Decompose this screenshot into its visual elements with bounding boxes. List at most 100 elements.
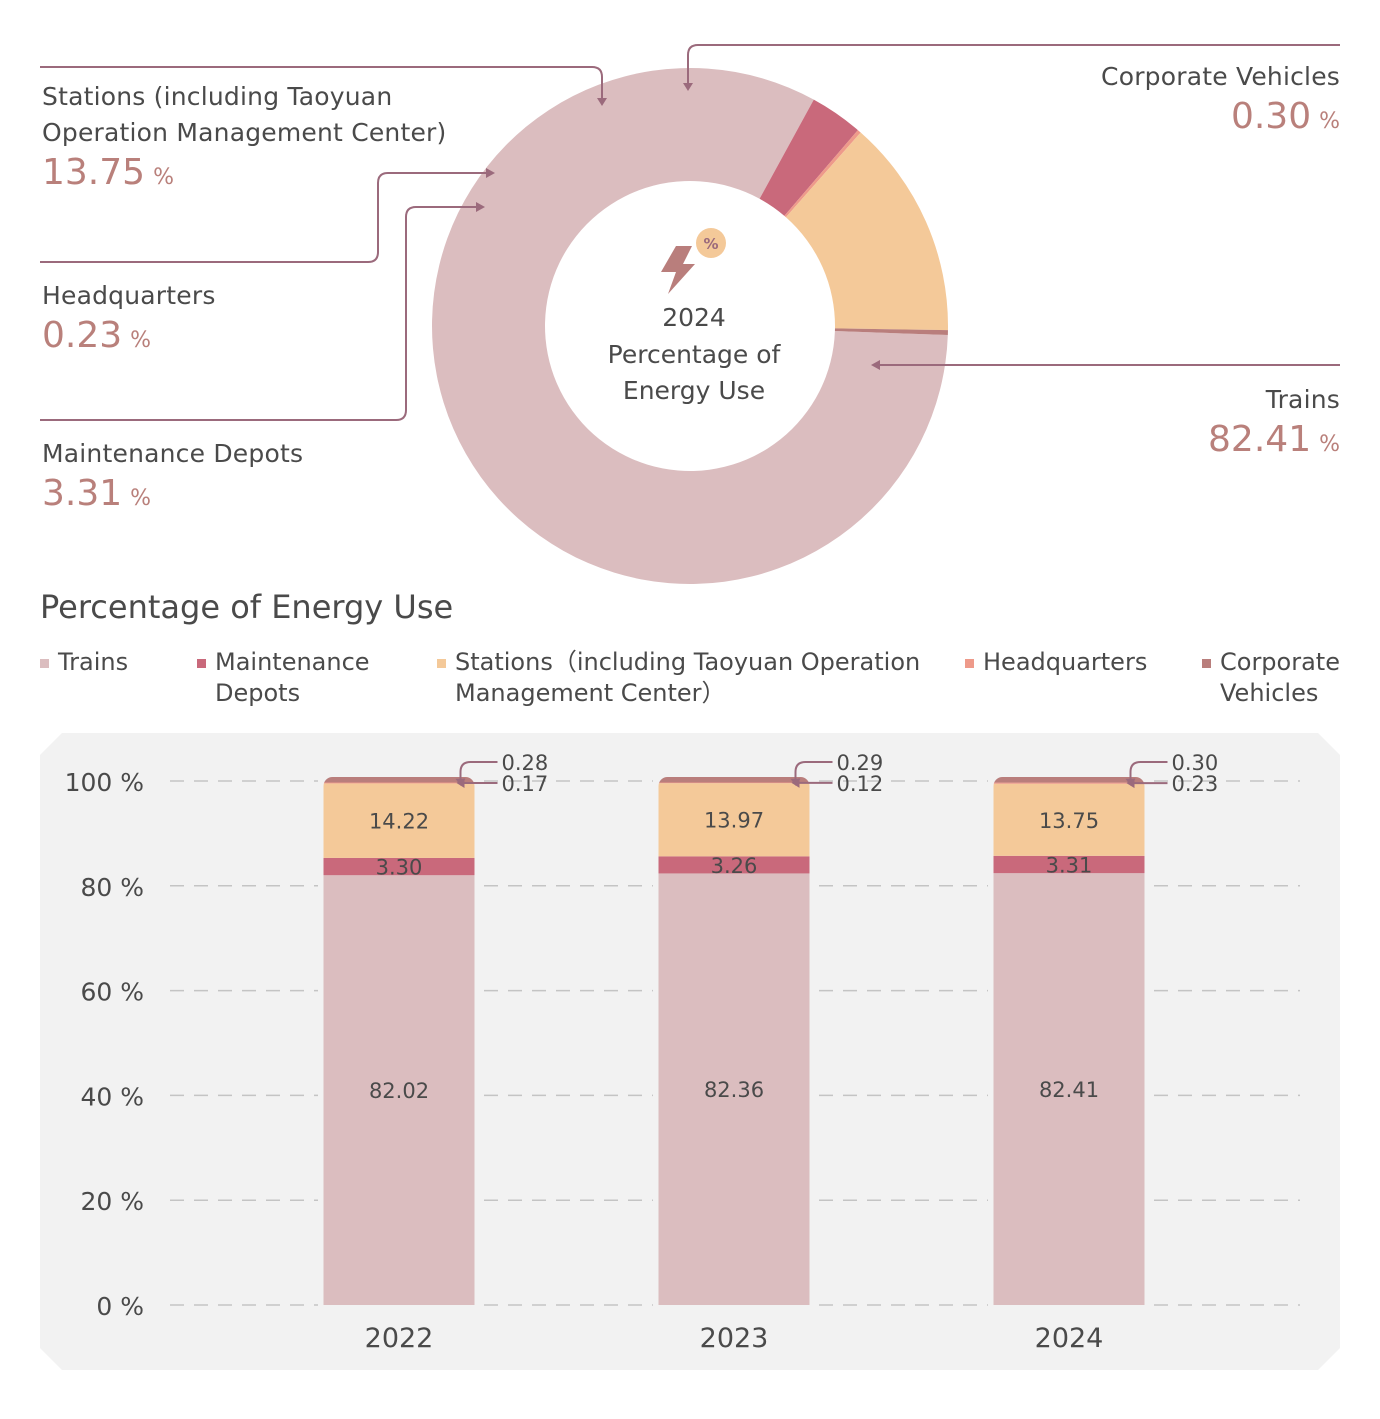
bar-segment-stations (658, 783, 810, 857)
y-tick-label: 100 % (65, 768, 144, 797)
value-label-trains: 82.36 (704, 1078, 764, 1102)
callout-line-corporate (794, 761, 833, 781)
leader-line-headquarters (40, 172, 488, 263)
bar-segment-maintenance (993, 855, 1145, 874)
callout-line-corporate (459, 761, 498, 781)
donut-center-line-2: Percentage of (608, 340, 782, 369)
value-trains: 82.41% (1208, 418, 1340, 467)
stacked-bar-chart: 0 % 20 % 40 % 60 % 80 % 100 % 82.02 3.30 14.22 0… (65, 751, 1300, 1354)
donut-center-line-3: Energy Use (623, 376, 765, 405)
value-label-headquarters: 0.23 (1172, 772, 1219, 796)
y-tick-label: 60 % (80, 978, 144, 1007)
value-label-headquarters: 0.12 (837, 772, 884, 796)
value-label-corporate: 0.29 (837, 751, 884, 775)
y-tick-label: 0 % (96, 1292, 144, 1321)
value-label-headquarters: 0.17 (502, 772, 549, 796)
bar-segment-trains (323, 875, 475, 1305)
bar-segment-headquarters (323, 782, 475, 784)
x-tick-label: 2024 (1035, 1323, 1104, 1354)
legend-swatch-trains (40, 659, 49, 668)
value-label-corporate: 0.28 (502, 751, 549, 775)
value-trains-number: 82.41 (1208, 419, 1312, 460)
legend-label-maintenance: Maintenance Depots (215, 648, 370, 707)
value-maintenance-number: 3.31 (42, 473, 123, 514)
callout-arrowhead-headquarters (456, 777, 465, 788)
bar-segment-stations (323, 783, 475, 858)
value-corporate: 0.30% (1101, 95, 1340, 144)
svg-text:%: % (703, 235, 718, 253)
value-label-maintenance: 3.30 (376, 856, 423, 880)
arrowhead-maintenance (476, 202, 485, 212)
legend-item-trains: Trains (40, 647, 128, 678)
callout-line-corporate (1129, 761, 1168, 781)
bar-segment-headquarters (658, 782, 810, 784)
bar-2022: 82.02 3.30 14.22 0.280.17 (323, 751, 549, 1305)
leader-lines (40, 44, 1340, 421)
value-maintenance: 3.31% (42, 472, 303, 521)
leader-arrowheads (476, 83, 880, 370)
legend-swatch-headquarters (965, 659, 974, 668)
x-tick-label: 2022 (365, 1323, 434, 1354)
legend-swatch-stations (437, 659, 446, 668)
unit-percent: % (130, 328, 152, 353)
arrowhead-corporate (683, 83, 693, 91)
leader-line-maintenance (40, 206, 478, 421)
arrowhead-headquarters (486, 168, 495, 178)
value-corporate-number: 0.30 (1230, 96, 1312, 137)
y-tick-label: 20 % (80, 1187, 144, 1216)
donut-slice-corporate (834, 328, 948, 336)
legend-label-trains: Trains (58, 648, 129, 676)
chart-legend: Trains Maintenance Depots Stations（includin… (40, 647, 1340, 717)
leader-line-corporate (687, 44, 1340, 85)
percent-badge-icon (696, 228, 726, 258)
section-title: Percentage of Energy Use (40, 588, 454, 626)
unit-percent: % (153, 165, 174, 190)
unit-percent: % (1319, 432, 1340, 457)
legend-item-maintenance: Maintenance Depots (197, 647, 370, 709)
y-tick-label: 40 % (80, 1082, 144, 1111)
y-tick-label: 80 % (80, 873, 144, 902)
legend-item-headquarters: Headquarters (965, 647, 1147, 678)
bar-2023: 82.36 3.26 13.97 0.290.12 (658, 751, 884, 1305)
legend-label-headquarters: Headquarters (983, 648, 1148, 676)
bar-segment-trains (658, 873, 810, 1305)
donut-label-corporate: Corporate Vehicles 0.30% (1101, 59, 1340, 144)
leader-line-stations (40, 66, 603, 100)
donut-slice-maintenance (759, 99, 858, 216)
label-stations-line-1: Stations (including Taoyuan (42, 82, 393, 111)
donut-chart: % 2024 Percentage of Energy Use (40, 44, 1340, 585)
callout-arrowhead-headquarters (1126, 778, 1135, 789)
value-label-maintenance: 3.31 (1046, 853, 1093, 877)
legend-item-corporate: Corporate Vehicles (1202, 647, 1340, 709)
bar-segment-headquarters (993, 782, 1145, 784)
donut-slice-headquarters (784, 130, 861, 218)
donut-label-trains: Trains 82.41% (1208, 382, 1340, 467)
value-label-trains: 82.02 (369, 1079, 429, 1103)
bar-segment-corporate (993, 777, 1145, 783)
value-headquarters: 0.23% (42, 314, 216, 363)
bar-segment-stations (993, 783, 1145, 856)
arrowhead-trains (871, 360, 880, 370)
donut-center-line-1: 2024 (662, 303, 726, 332)
unit-percent: % (130, 486, 152, 511)
value-label-stations: 13.75 (1039, 809, 1099, 833)
bars: 82.02 3.30 14.22 0.280.17 82.36 3.26 13.97 0.29… (323, 751, 1219, 1305)
label-headquarters: Headquarters (42, 281, 216, 310)
legend-swatch-corporate (1202, 659, 1211, 668)
bar-segment-trains (993, 873, 1145, 1305)
label-stations-line-2: Operation Management Center) (42, 118, 447, 147)
unit-percent: % (1319, 109, 1340, 134)
lightning-bolt-icon (661, 246, 695, 294)
x-tick-label: 2023 (700, 1323, 769, 1354)
donut-label-stations: Stations (including Taoyuan Operation Ma… (42, 79, 447, 200)
legend-item-stations: Stations（including Taoyuan Operation Mana… (437, 647, 920, 709)
label-maintenance: Maintenance Depots (42, 439, 304, 468)
gridlines (170, 780, 1300, 1306)
label-corporate: Corporate Vehicles (1101, 62, 1340, 91)
legend-swatch-maintenance (197, 659, 206, 668)
lightning-percent-badge-icon: % (661, 228, 726, 294)
y-axis-ticks: 0 % 20 % 40 % 60 % 80 % 100 % (65, 768, 144, 1321)
donut-slice-trains (432, 67, 948, 585)
value-label-stations: 14.22 (369, 810, 429, 834)
x-axis-ticks: 2022 2023 2024 (365, 1323, 1104, 1354)
